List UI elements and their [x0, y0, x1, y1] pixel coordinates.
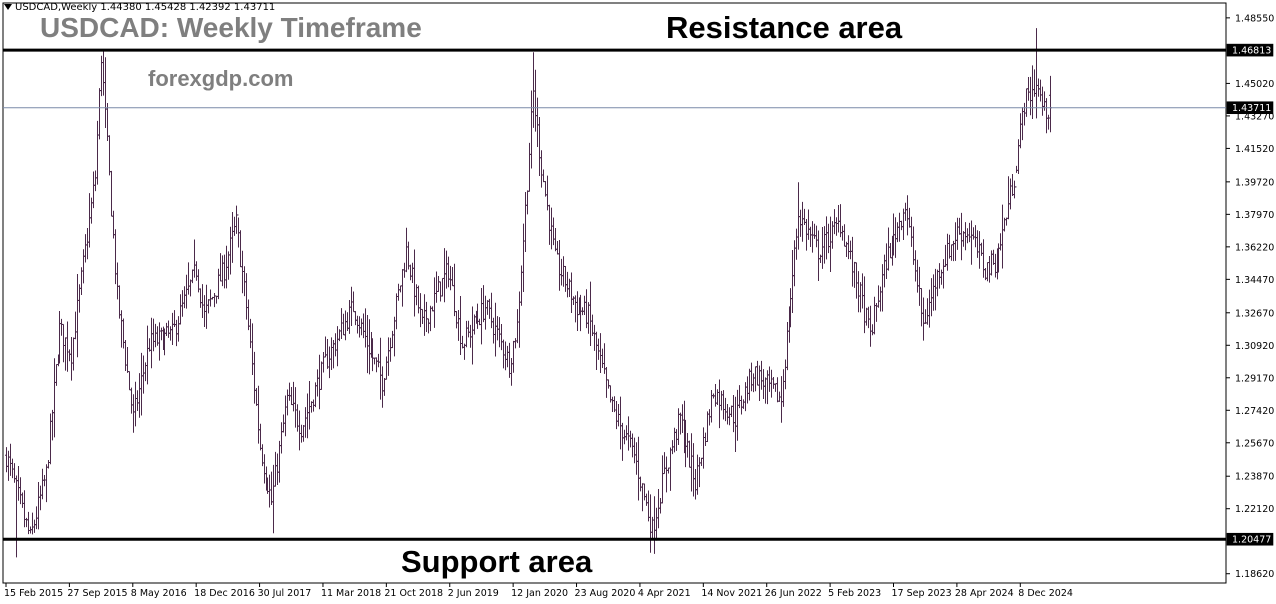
price-axis-label: 1.37970	[1235, 210, 1274, 221]
current-price-tag	[1226, 101, 1274, 115]
price-axis-label: 1.43270	[1235, 111, 1274, 122]
time-axis-label: 2 Jun 2019	[448, 588, 499, 599]
price-axis-label: 1.29170	[1235, 373, 1274, 384]
price-axis-label: 1.36220	[1235, 242, 1274, 253]
price-axis-label: 1.25670	[1235, 438, 1274, 449]
current-price-tag-label: 1.43711	[1232, 103, 1271, 114]
time-axis-label: 27 Sep 2015	[67, 588, 127, 599]
time-axis-label: 21 Oct 2018	[384, 588, 443, 599]
watermark: forexgdp.com	[148, 66, 294, 91]
time-axis-label: 4 Apr 2021	[638, 588, 691, 599]
price-axis: 1.48550 1.45020 1.43270 1.41520 1.39720 1.379…	[1226, 13, 1274, 580]
time-axis-label: 12 Jan 2020	[511, 588, 568, 599]
support-price-tag-label: 1.20477	[1232, 535, 1271, 546]
price-axis-label: 1.23870	[1235, 472, 1274, 483]
time-axis-label: 17 Sep 2023	[891, 588, 951, 599]
resistance-area-label: Resistance area	[666, 10, 903, 45]
time-axis-label: 18 Dec 2016	[194, 588, 255, 599]
price-axis-label: 1.34470	[1235, 275, 1274, 286]
price-axis-label: 1.32670	[1235, 308, 1274, 319]
time-axis-label: 11 Mar 2018	[321, 588, 381, 599]
time-axis-label: 8 May 2016	[131, 588, 187, 599]
price-axis-label: 1.45020	[1235, 79, 1274, 90]
chart-title: USDCAD: Weekly Timeframe	[40, 12, 422, 43]
time-axis-label: 23 Aug 2020	[575, 588, 636, 599]
time-axis: 15 Feb 2015 27 Sep 2015 8 May 2016 18 Dec 2…	[4, 583, 1073, 599]
support-area-label: Support area	[401, 544, 593, 579]
price-axis-label: 1.27420	[1235, 406, 1274, 417]
price-axis-label: 1.41520	[1235, 144, 1274, 155]
price-bars	[5, 28, 1052, 558]
price-axis-label: 1.39720	[1235, 177, 1274, 188]
time-axis-label: 26 Jun 2022	[765, 588, 822, 599]
support-price-tag	[1226, 532, 1274, 546]
level-lines: 1.46813 1.20477 1.43711	[3, 43, 1274, 546]
time-axis-label: 30 Jul 2017	[258, 588, 312, 599]
price-axis-label: 1.18620	[1235, 569, 1274, 580]
resistance-price-tag	[1226, 43, 1274, 57]
price-axis-label: 1.22120	[1235, 504, 1274, 515]
dropdown-triangle-icon[interactable]	[4, 4, 12, 10]
price-axis-label: 1.30920	[1235, 341, 1274, 352]
time-axis-label: 5 Feb 2023	[828, 588, 881, 599]
time-axis-label: 28 Apr 2024	[955, 588, 1014, 599]
resistance-price-tag-label: 1.46813	[1232, 46, 1271, 57]
time-axis-label: 8 Dec 2024	[1018, 588, 1073, 599]
symbol-info-text: USDCAD,Weekly 1.44380 1.45428 1.42392 1.…	[15, 2, 276, 13]
time-axis-label: 15 Feb 2015	[4, 588, 63, 599]
price-axis-label: 1.48550	[1235, 13, 1274, 24]
time-axis-label: 14 Nov 2021	[701, 588, 762, 599]
symbol-info: USDCAD,Weekly 1.44380 1.45428 1.42392 1.…	[4, 2, 275, 13]
